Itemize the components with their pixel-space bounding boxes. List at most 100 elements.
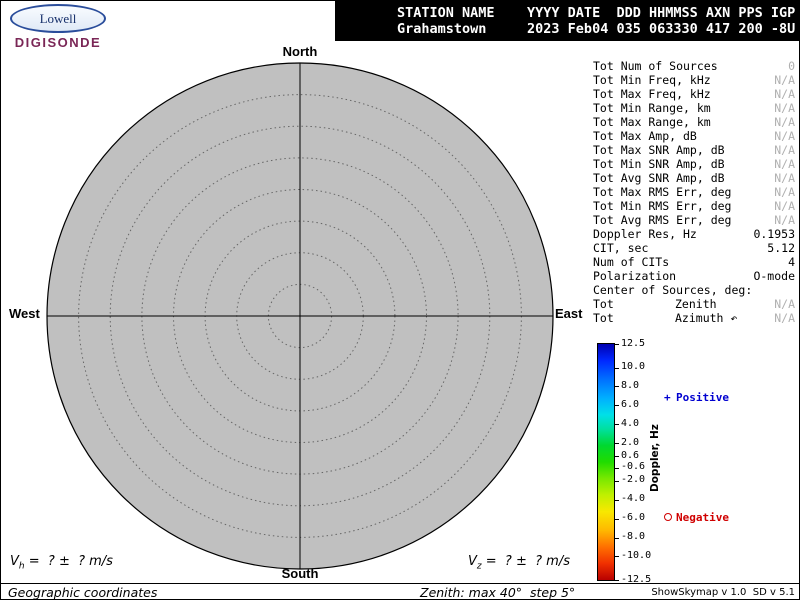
stat-value: N/A (774, 297, 795, 311)
colorbar-tick-label: 4.0 (621, 417, 640, 429)
positive-legend-label: Positive (676, 391, 729, 404)
stat-value: N/A (774, 115, 795, 129)
colorbar-tick-label: -4.0 (621, 493, 646, 505)
version-label: ShowSkymap v 1.0 SD v 5.1 (651, 587, 795, 598)
stat-label: Tot Min Range, km (593, 101, 711, 115)
colorbar-tick-label: 6.0 (621, 398, 640, 410)
colorbar-tick (615, 368, 619, 369)
stat-value: N/A (774, 199, 795, 213)
stat-value: N/A (774, 73, 795, 87)
stats-panel: Tot Num of Sources 0 Tot Min Freq, kHz N/A T… (593, 59, 795, 325)
zenith-scale-label: Zenith: max 40° step 5° (420, 585, 576, 600)
stat-label: Tot Max Amp, dB (593, 129, 697, 143)
negative-circle-icon (664, 511, 676, 524)
stat-row: Tot Avg RMS Err, deg N/A (593, 213, 795, 227)
compass-north-label: North (282, 44, 318, 59)
compass-south-label: South (281, 566, 319, 581)
stat-value: 5.12 (767, 241, 795, 255)
stat-label: Tot Num of Sources (593, 59, 718, 73)
positive-legend: + Positive (664, 391, 729, 404)
logo-digisonde-text: DIGISONDE (14, 35, 102, 50)
stat-value: N/A (774, 87, 795, 101)
stat-value: N/A (774, 129, 795, 143)
stat-value: O-mode (753, 269, 795, 283)
skymap-outline (46, 62, 554, 570)
vertical-velocity-readout: Vz = ? ± ? m/s (468, 554, 570, 572)
colorbar-tick-label: -10.0 (621, 549, 652, 561)
stat-row: Tot Min Freq, kHz N/A (593, 73, 795, 87)
colorbar-tick-label: -12.5 (621, 573, 652, 585)
stat-row: Doppler Res, Hz 0.1953 (593, 227, 795, 241)
stat-value: 4 (788, 255, 795, 269)
colorbar-tick (615, 538, 619, 539)
stat-row: Tot Zenith N/A (593, 297, 795, 311)
logo-lowell-text: Lowell (39, 10, 77, 26)
colorbar-tick-label: -8.0 (621, 531, 646, 543)
stat-value: N/A (774, 143, 795, 157)
stat-row: Tot Min Range, km N/A (593, 101, 795, 115)
colorbar-tick (615, 580, 619, 581)
stat-row: Tot Max Amp, dB N/A (593, 129, 795, 143)
stat-row: Num of CITs 4 (593, 255, 795, 269)
coordinates-mode-label: Geographic coordinates (8, 585, 158, 600)
vz-value: = ? ± ? m/s (481, 554, 570, 569)
stat-value: N/A (774, 185, 795, 199)
plus-icon: + (664, 391, 671, 404)
stat-label: Tot Avg RMS Err, deg (593, 213, 732, 227)
colorbar-tick (615, 405, 619, 406)
colorbar-tick (615, 344, 619, 345)
header-station-values: Grahamstown 2023 Feb04 035 063330 417 20… (397, 21, 796, 37)
horizontal-velocity-readout: Vh = ? ± ? m/s (10, 554, 113, 572)
stat-label: Num of CITs (593, 255, 670, 269)
colorbar-tick (615, 556, 619, 557)
colorbar-tick (615, 424, 619, 425)
colorbar-tick-label: -6.0 (621, 512, 646, 524)
stat-value: N/A (774, 311, 795, 325)
stat-value: N/A (774, 101, 795, 115)
stat-label: CIT, sec (593, 241, 649, 255)
stat-row: Polarization O-mode (593, 269, 795, 283)
stat-label: Tot Min SNR Amp, dB (593, 157, 725, 171)
colorbar-tick-label: 0.6 (621, 449, 640, 461)
colorbar-gradient (597, 343, 615, 581)
colorbar-tick (615, 519, 619, 520)
vh-subscript: h (18, 561, 25, 572)
stat-value: N/A (774, 157, 795, 171)
colorbar-tick-label: -2.0 (621, 474, 646, 486)
colorbar-tick (615, 386, 619, 387)
stat-row: Tot Num of Sources 0 (593, 59, 795, 73)
stat-label: Polarization (593, 269, 677, 283)
stat-label: Center of Sources, deg: (593, 283, 753, 297)
vh-symbol: V (10, 554, 19, 569)
digisonde-logo: Lowell DIGISONDE (10, 4, 106, 50)
compass-east-label: East (555, 306, 583, 321)
stat-row: Tot Min SNR Amp, dB N/A (593, 157, 795, 171)
vh-value: = ? ± ? m/s (24, 554, 113, 569)
stat-label: Tot Avg SNR Amp, dB (593, 171, 725, 185)
stat-value: N/A (774, 171, 795, 185)
stat-value: 0.1953 (753, 227, 795, 241)
stat-row: Tot Max Freq, kHz N/A (593, 87, 795, 101)
stat-label: Tot Max RMS Err, deg (593, 185, 732, 199)
stat-row: Tot Azimuth ↶ N/A (593, 311, 795, 325)
header-column-titles: STATION NAME YYYY DATE DDD HHMMSS AXN PP… (397, 5, 796, 21)
colorbar-tick-label: 8.0 (621, 379, 640, 391)
stat-label: Tot Max SNR Amp, dB (593, 143, 725, 157)
negative-legend-label: Negative (676, 511, 729, 524)
colorbar-tick-label: -0.6 (621, 461, 646, 473)
stat-mid-label: Azimuth ↶ (675, 311, 738, 325)
stat-row: Tot Avg SNR Amp, dB N/A (593, 171, 795, 185)
stat-label: Tot (593, 297, 614, 311)
stat-row: Tot Max SNR Amp, dB N/A (593, 143, 795, 157)
colorbar-tick (615, 443, 619, 444)
stat-label: Tot Min Freq, kHz (593, 73, 711, 87)
colorbar-tick-label: 2.0 (621, 436, 640, 448)
stat-label: Tot (593, 311, 614, 325)
stat-row: Center of Sources, deg: (593, 283, 795, 297)
stat-label: Tot Max Freq, kHz (593, 87, 711, 101)
negative-legend: Negative (664, 511, 729, 524)
stat-label: Doppler Res, Hz (593, 227, 697, 241)
stat-row: Tot Max RMS Err, deg N/A (593, 185, 795, 199)
vz-subscript: z (476, 561, 482, 572)
